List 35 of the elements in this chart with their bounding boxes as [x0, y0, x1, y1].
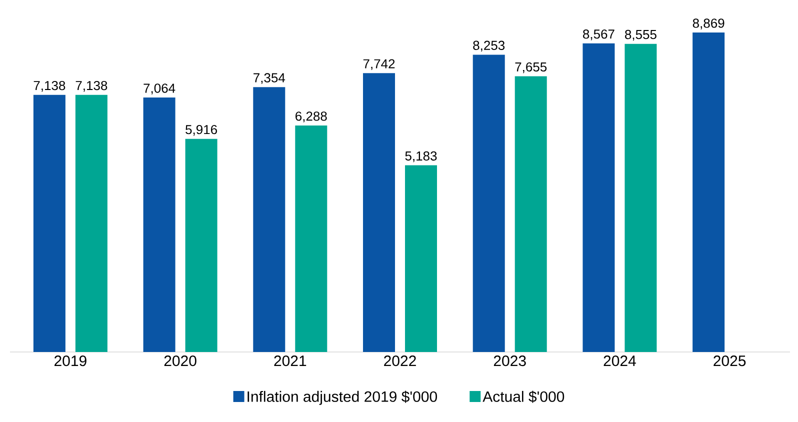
bar — [185, 138, 218, 352]
bar — [363, 73, 396, 352]
x-tick-label: 2022 — [384, 356, 416, 366]
data-label: 8,567 — [583, 29, 614, 40]
x-tick-label: 2024 — [604, 356, 636, 366]
data-label: 5,916 — [186, 124, 217, 136]
x-tick-label: 2021 — [274, 356, 306, 366]
x-tick-label: 2023 — [494, 356, 526, 366]
bar — [33, 94, 66, 352]
bar — [143, 98, 176, 352]
bar — [692, 32, 725, 352]
data-label: 8,253 — [473, 40, 505, 52]
legend-label: Inflation adjusted 2019 $'000 — [248, 390, 437, 405]
data-label: 8,869 — [692, 18, 724, 30]
bar — [472, 54, 505, 352]
x-tick-label: 2019 — [54, 356, 86, 366]
legend-label: Actual $'000 — [482, 390, 564, 403]
bar — [295, 126, 328, 352]
data-label: 7,354 — [254, 73, 286, 84]
x-tick-label: 2020 — [164, 356, 196, 366]
data-label: 6,288 — [296, 112, 327, 122]
bar — [582, 43, 615, 352]
data-label: 7,138 — [76, 80, 108, 92]
bar — [75, 94, 108, 352]
data-label: 7,655 — [515, 62, 547, 74]
bar — [624, 44, 657, 352]
data-label: 7,742 — [363, 59, 395, 70]
bar — [405, 165, 437, 352]
bar — [253, 87, 286, 352]
data-label: 7,064 — [144, 84, 176, 94]
data-label: 8,555 — [625, 30, 656, 41]
data-label: 7,138 — [34, 80, 66, 92]
x-tick-label: 2025 — [714, 356, 746, 366]
bar — [514, 76, 547, 352]
data-label: 5,183 — [405, 151, 437, 162]
